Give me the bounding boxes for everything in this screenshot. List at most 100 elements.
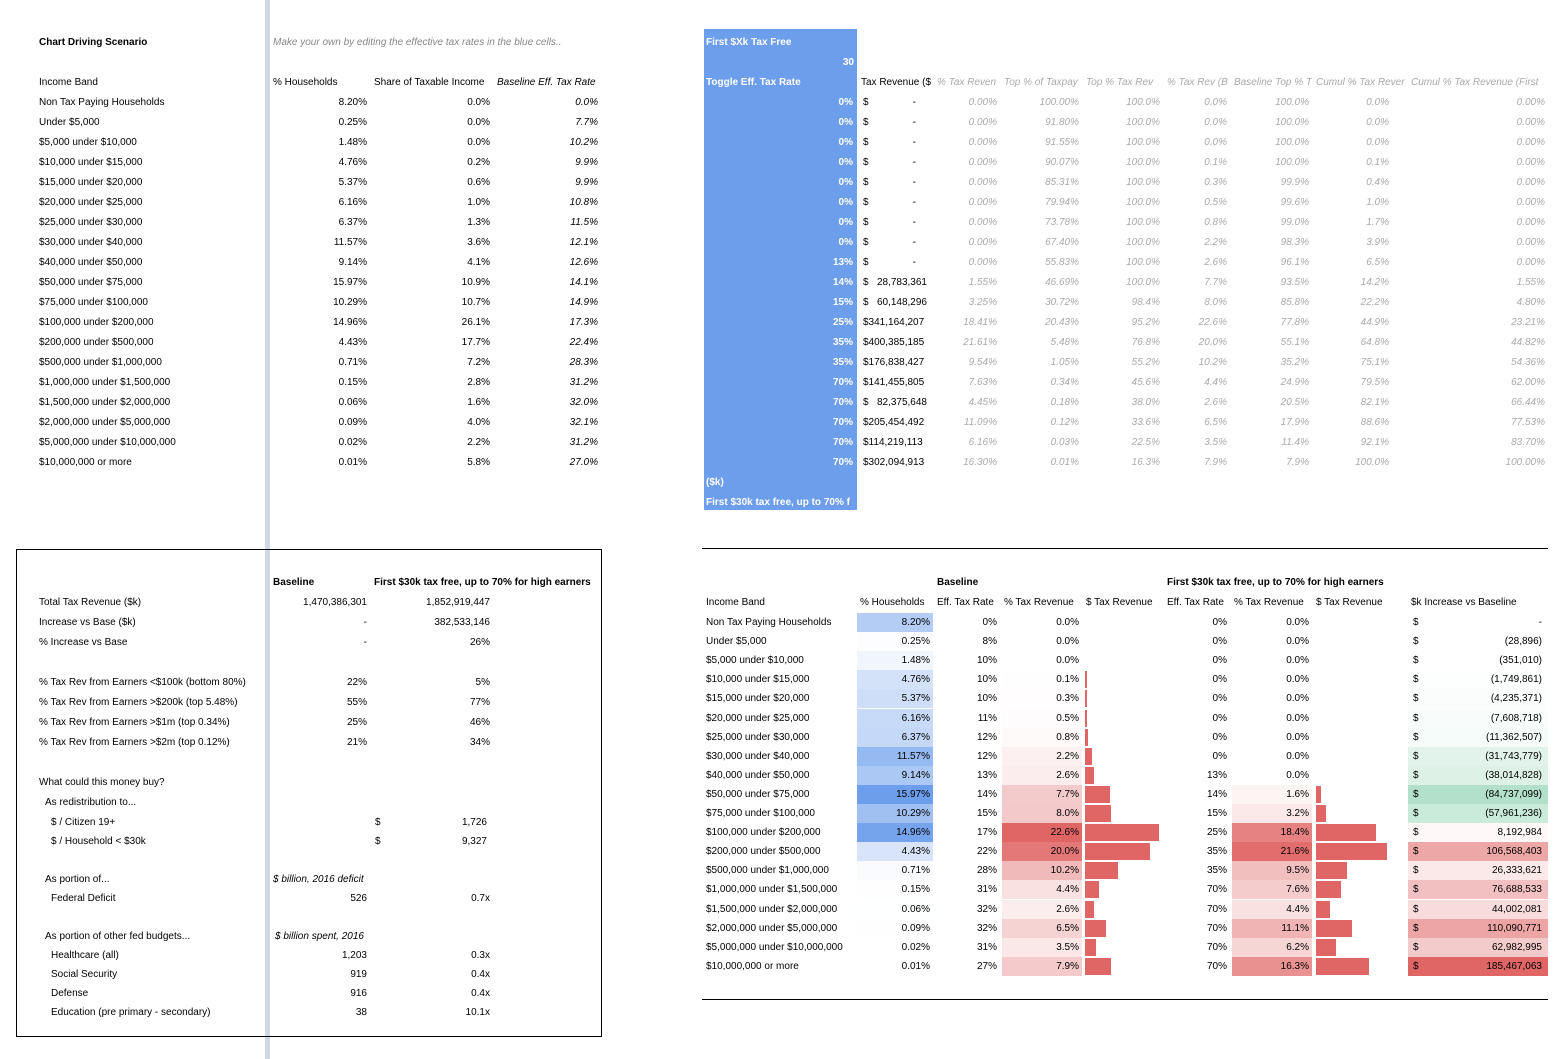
toggle-rate-input[interactable]: 0% [838,217,853,228]
scenario-pct-heat-cell [1232,746,1312,766]
baseline-pct-heat-cell [1002,823,1082,843]
toggle-rate-input[interactable]: 70% [832,417,853,428]
scenario-pct-heat-cell [1232,670,1312,690]
baseline-pct-revenue: 3.5% [1056,941,1079,953]
cumul-first: 0.00% [1516,237,1545,248]
toggle-rate-input[interactable]: 70% [832,457,853,468]
top-tax-rev: 100.0% [1126,177,1160,188]
toggle-rate-input[interactable]: 0% [838,177,853,188]
budget-label: Social Security [51,969,118,980]
pct-rev-b: 3.5% [1204,437,1227,448]
cumul-tax-rev: 44.9% [1360,317,1389,328]
toggle-rate-input[interactable]: 15% [832,297,853,308]
summary-baseline-value: - [363,637,367,648]
increase-value: 8,192,984 [1497,827,1543,839]
scenario-input-cells[interactable] [704,29,857,510]
baseline-eff-rate: 8% [982,636,997,648]
households-pct: 0.15% [901,884,930,896]
scenario-revenue-bar [1316,805,1327,822]
scenario-pct-revenue: 11.1% [1281,922,1309,934]
baseline-pct-heat-cell [1002,689,1082,709]
toggle-rate-input[interactable]: 0% [838,237,853,248]
summary-label: % Tax Rev from Earners <$100k (bottom 80… [39,677,246,688]
tax-revenue-dollar: $ [863,157,869,168]
pct-rev-b: 8.0% [1204,297,1227,308]
scenario-revenue-bar [1316,862,1348,880]
scenario-pct-heat-cell [1232,784,1312,804]
baseline-top: 55.1% [1280,337,1309,348]
compare-header-pct: % Tax Revenue [1004,597,1074,608]
income-band: $5,000 under $10,000 [706,655,804,667]
baseline-pct-revenue: 8.0% [1056,808,1079,819]
scenario-revenue-bar [1316,785,1322,803]
pct-tax-rev: 4.45% [968,397,997,408]
pct-rev-b: 7.7% [1204,277,1227,288]
cumul-first: 0.00% [1516,197,1545,208]
share-income: 2.2% [467,437,490,448]
pct-rev-b: 0.1% [1204,157,1227,168]
share-income: 17.7% [461,337,490,348]
pct-tax-rev: 9.54% [968,357,997,368]
top-taxpayers: 73.78% [1045,217,1079,228]
share-income: 1.3% [467,217,490,228]
toggle-rate-input[interactable]: 25% [832,317,853,328]
toggle-rate-input[interactable]: 70% [832,437,853,448]
top-taxpayers: 1.05% [1050,357,1079,368]
scenario-pct-heat-cell [1232,613,1312,632]
increase-dollar: $ [1413,903,1419,915]
toggle-rate-input[interactable]: 70% [832,377,853,388]
toggle-rate-input[interactable]: 70% [832,397,853,408]
households-heat-cell [857,670,933,690]
summary-label: % Tax Rev from Earners >$2m (top 0.12%) [39,737,230,748]
baseline-revenue-bar [1085,824,1159,842]
scenario-eff-rate: 35% [1206,846,1227,858]
households-heat-cell [857,880,933,900]
baseline-pct-revenue: 0.3% [1056,693,1079,705]
pct-tax-rev: 0.00% [968,137,997,148]
income-band: $10,000 under $15,000 [706,674,810,686]
baseline-revenue-bar [1085,728,1088,746]
toggle-rate-input[interactable]: 35% [832,337,853,348]
increase-value: 62,982,995 [1491,941,1542,953]
pct-rev-b: 2.6% [1204,257,1227,268]
baseline-eff-rate: 12% [976,750,997,762]
toggle-rate-input[interactable]: 0% [838,137,853,148]
baseline-rate: 9.9% [575,177,598,188]
baseline-revenue-bar [1085,690,1087,708]
pct-tax-rev: 0.00% [968,257,997,268]
toggle-rate-input[interactable]: 35% [832,357,853,368]
baseline-pct-heat-cell [1002,899,1082,919]
cumul-tax-rev: 88.6% [1360,417,1389,428]
top-tax-rev: 100.0% [1126,217,1160,228]
tax-free-threshold-input[interactable]: 30 [842,57,854,68]
increase-heat-cell [1408,784,1548,804]
share-income: 1.0% [467,197,490,208]
tax-revenue: - [912,137,916,148]
increase-dollar: $ [1413,884,1419,896]
scenario-pct-revenue: 0.0% [1286,731,1309,743]
toggle-rate-input[interactable]: 0% [838,97,853,108]
toggle-rate-input[interactable]: 0% [838,197,853,208]
increase-heat-cell [1408,727,1548,747]
pct-rev-b: 0.5% [1204,197,1227,208]
toggle-rate-input[interactable]: 13% [832,257,853,268]
share-income: 4.1% [467,257,490,268]
baseline-revenue-bar [1085,919,1107,937]
households-pct: 0.15% [338,377,367,388]
baseline-top: 35.2% [1280,357,1309,368]
toggle-rate-input[interactable]: 14% [832,277,853,288]
income-band: $5,000 under $10,000 [39,137,137,148]
income-band: $25,000 under $30,000 [39,217,143,228]
toggle-rate-input[interactable]: 0% [838,157,853,168]
sheet-title: Chart Driving Scenario [39,37,148,48]
tax-revenue: - [912,177,916,188]
share-income: 0.6% [467,177,490,188]
scenario-pct-heat-cell [1232,823,1312,843]
baseline-top: 96.1% [1280,257,1309,268]
households-pct: 9.14% [338,257,367,268]
income-band: $75,000 under $100,000 [39,297,148,308]
toggle-rate-input[interactable]: 0% [838,117,853,128]
baseline-rate: 31.2% [569,437,598,448]
frozen-column-divider[interactable] [265,0,270,1059]
tax-revenue: $141,455,805 [863,377,925,388]
